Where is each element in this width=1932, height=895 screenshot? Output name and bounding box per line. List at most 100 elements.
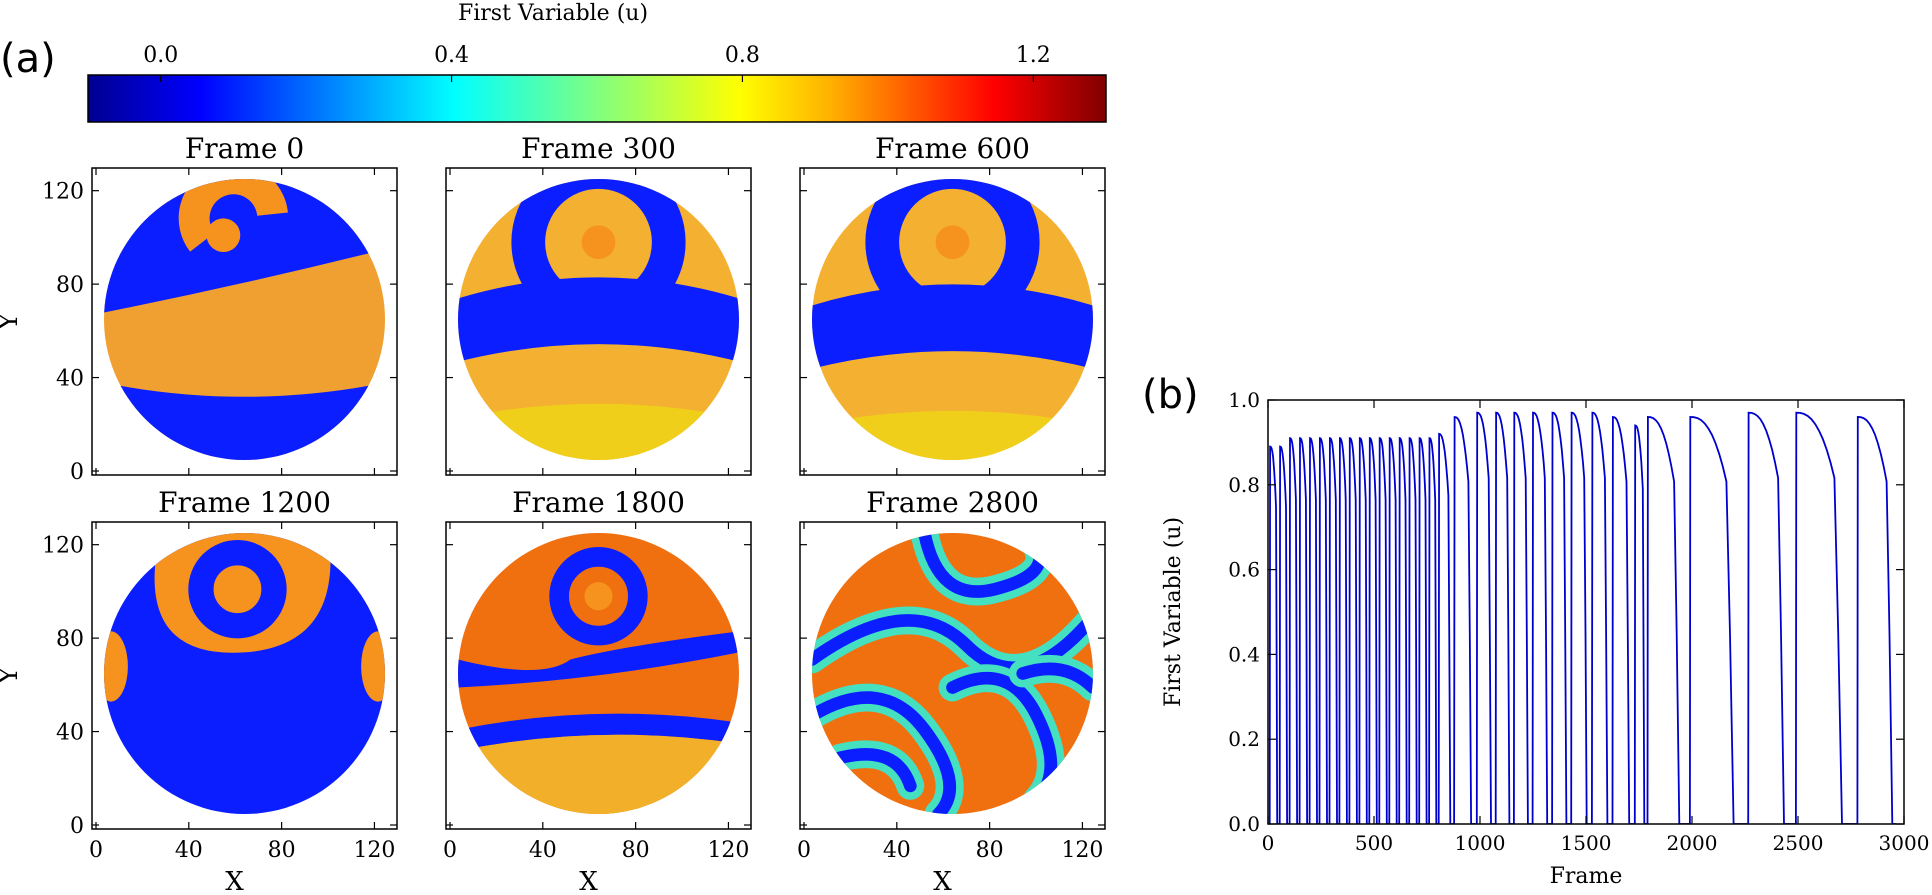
snapshot-panel: Frame 2800 0 40 80 120 X bbox=[797, 486, 1106, 895]
y-tick-label: 80 bbox=[56, 627, 84, 652]
x-tick-label: 120 bbox=[707, 838, 749, 863]
spiral-core bbox=[581, 225, 616, 260]
snapshot-title: Frame 1200 bbox=[158, 486, 331, 519]
snapshot-panel: Frame 1200 00 40 40 80 80 120 120 Y X bbox=[0, 486, 398, 895]
snapshot-image bbox=[458, 533, 739, 814]
x-tick-label: 0 bbox=[797, 838, 811, 863]
wave-band bbox=[104, 179, 385, 313]
colorbar-tick-label: 1.2 bbox=[1016, 43, 1051, 68]
snapshot-image bbox=[458, 179, 739, 460]
colorbar: First Variable (u) 0.0 0.4 0.8 1.2 bbox=[87, 1, 1107, 123]
y-axis-label: Y bbox=[0, 312, 24, 331]
x-tick-label: 0 bbox=[443, 838, 457, 863]
colorbar-label: First Variable (u) bbox=[458, 1, 648, 26]
wave-band bbox=[104, 382, 385, 460]
spiral-arm bbox=[188, 540, 287, 639]
x-tick-label: 1500 bbox=[1561, 831, 1612, 855]
snapshot-title: Frame 1800 bbox=[512, 486, 685, 519]
snapshot-frame bbox=[91, 521, 398, 830]
x-axis-label: Frame bbox=[1550, 864, 1623, 889]
snapshot-frame bbox=[91, 167, 398, 476]
snapshot-panel: Frame 0 0 40 80 120 Y bbox=[0, 132, 398, 485]
wave-band bbox=[833, 748, 917, 793]
y-tick-label: 120 bbox=[42, 180, 84, 205]
y-tick-label: 40 bbox=[56, 721, 84, 746]
colorbar-tick-label: 0.0 bbox=[143, 43, 178, 68]
wave-band bbox=[918, 533, 1046, 598]
x-tick-label: 80 bbox=[268, 838, 296, 863]
time-series-chart: 0 500 1000 1500 2000 2500 3000 0.0 0.2 0.4 0.6 0.8 1… bbox=[1161, 388, 1929, 889]
snapshot-panel: Frame 1800 0 40 80 120 X bbox=[443, 486, 752, 895]
snapshot-frame bbox=[445, 167, 752, 476]
y-tick-label: 0.6 bbox=[1228, 558, 1260, 582]
y-tick-label: 40 bbox=[56, 367, 84, 392]
series-line bbox=[1268, 411, 1897, 824]
y-axis-label: Y bbox=[0, 666, 24, 685]
x-tick-label: 80 bbox=[976, 838, 1004, 863]
snapshot-image bbox=[104, 533, 385, 814]
x-tick-label: 40 bbox=[529, 838, 557, 863]
y-tick-label: 0 bbox=[70, 814, 84, 839]
spiral-arm bbox=[178, 179, 288, 252]
y-tick-label: 1.0 bbox=[1228, 388, 1260, 412]
y-tick-label: 0.2 bbox=[1228, 727, 1260, 751]
y-tick-label: 0 bbox=[70, 460, 84, 485]
snapshot-frame bbox=[799, 521, 1106, 830]
x-tick-label: 120 bbox=[353, 838, 395, 863]
x-tick-label: 500 bbox=[1355, 831, 1393, 855]
snapshot-panel: Frame 600 bbox=[799, 132, 1106, 476]
x-tick-label: 0 bbox=[89, 838, 103, 863]
wave-band bbox=[812, 410, 1093, 460]
snapshot-title: Frame 600 bbox=[875, 132, 1030, 165]
panel-a-label: (a) bbox=[0, 36, 56, 82]
x-tick-label: 40 bbox=[175, 838, 203, 863]
x-tick-label: 2500 bbox=[1773, 831, 1824, 855]
snapshot-image bbox=[812, 533, 1093, 814]
colorbar-tick-label: 0.4 bbox=[434, 43, 469, 68]
wave-fragment bbox=[361, 631, 385, 702]
y-tick-label: 120 bbox=[42, 534, 84, 559]
x-tick-label: 1000 bbox=[1455, 831, 1506, 855]
x-axis-label: X bbox=[579, 867, 598, 895]
x-tick-label: 120 bbox=[1061, 838, 1103, 863]
wave-band bbox=[458, 734, 739, 814]
snapshot-title: Frame 0 bbox=[185, 132, 304, 165]
y-tick-label: 0.0 bbox=[1228, 812, 1260, 836]
wave-band bbox=[1016, 662, 1093, 694]
y-tick-label: 0.8 bbox=[1228, 473, 1260, 497]
snapshot-panels: Frame 0 0 40 80 120 Y Frame 300 Frame 600 Frame … bbox=[0, 132, 1106, 895]
wave-band bbox=[458, 631, 739, 688]
colorbar-gradient bbox=[87, 74, 1107, 123]
wave-fragment bbox=[104, 631, 128, 702]
x-tick-label: 3000 bbox=[1879, 831, 1930, 855]
snapshot-title: Frame 300 bbox=[521, 132, 676, 165]
spiral-arm bbox=[511, 179, 686, 330]
y-tick-label: 80 bbox=[56, 273, 84, 298]
wave-band bbox=[812, 691, 956, 814]
y-axis-label: First Variable (u) bbox=[1161, 517, 1186, 707]
snapshot-image bbox=[104, 179, 385, 460]
spiral-core bbox=[584, 582, 613, 611]
wave-band bbox=[458, 403, 739, 460]
x-tick-label: 2000 bbox=[1667, 831, 1718, 855]
spiral-arm bbox=[865, 179, 1040, 330]
panel-b-label: (b) bbox=[1142, 372, 1199, 418]
wave-band bbox=[458, 713, 739, 751]
colorbar-tick-label: 0.8 bbox=[725, 43, 760, 68]
x-axis-label: X bbox=[225, 867, 244, 895]
snapshot-frame bbox=[445, 521, 752, 830]
y-tick-label: 0.4 bbox=[1228, 642, 1260, 666]
spiral-arm bbox=[549, 547, 648, 646]
spiral-core bbox=[223, 575, 252, 604]
snapshot-image bbox=[812, 179, 1093, 460]
spiral-core bbox=[935, 225, 970, 260]
snapshot-panel: Frame 300 bbox=[445, 132, 752, 476]
x-tick-label: 40 bbox=[883, 838, 911, 863]
spiral-core bbox=[206, 218, 241, 253]
colorbar-ticks: 0.0 0.4 0.8 1.2 bbox=[143, 43, 1051, 82]
x-axis-label: X bbox=[933, 867, 952, 895]
x-tick-label: 80 bbox=[622, 838, 650, 863]
snapshot-title: Frame 2800 bbox=[866, 486, 1039, 519]
x-tick-label: 0 bbox=[1262, 831, 1275, 855]
